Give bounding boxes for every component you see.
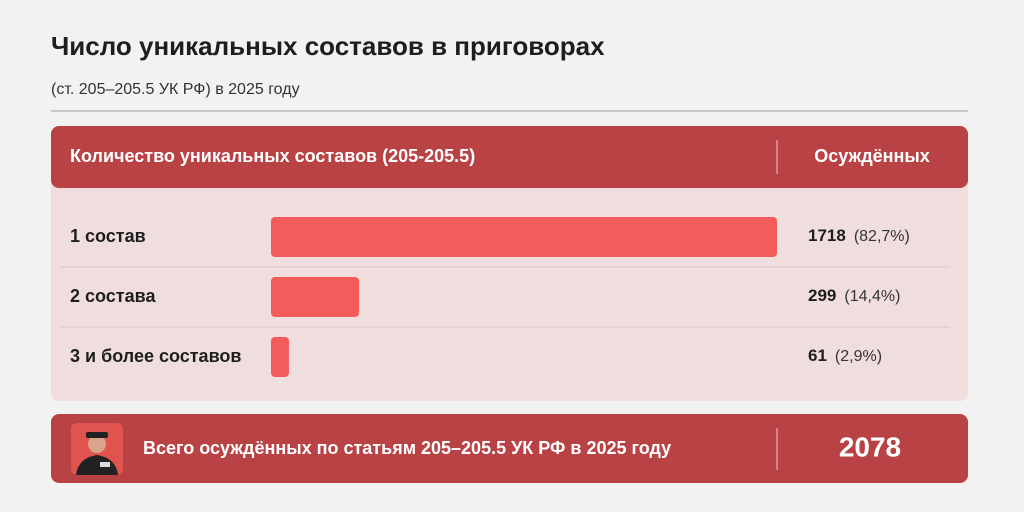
chart-subtitle: (ст. 205–205.5 УК РФ) в 2025 году [51, 81, 300, 98]
total-label: Всего осуждённых по статьям 205–205.5 УК… [143, 438, 671, 458]
value-header: Осуждённых [814, 146, 930, 166]
total-value: 2078 [839, 431, 901, 462]
icon-head [88, 435, 106, 453]
value-label: 1718 [808, 226, 846, 245]
category-header: Количество уникальных составов (205-205.… [70, 146, 475, 166]
share-label: (82,7%) [854, 228, 910, 245]
category-label: 3 и более составов [70, 346, 241, 366]
total-bar [51, 414, 968, 483]
share-label: (2,9%) [835, 348, 882, 365]
prisoner-icon [71, 423, 123, 475]
bar [271, 217, 777, 257]
value-label: 61 [808, 346, 827, 365]
icon-badge [100, 462, 110, 467]
category-label: 2 состава [70, 286, 156, 306]
share-label: (14,4%) [844, 288, 900, 305]
value-text: 1718 (82,7%) [808, 226, 910, 245]
value-text: 299 (14,4%) [808, 286, 900, 305]
value-label: 299 [808, 286, 836, 305]
table-header [51, 126, 968, 188]
category-label: 1 состав [70, 226, 146, 246]
value-text: 61 (2,9%) [808, 346, 882, 365]
bar [271, 337, 289, 377]
bar [271, 277, 360, 317]
icon-cap [86, 432, 108, 438]
chart-title: Число уникальных составов в приговорах [51, 31, 605, 61]
icon-body [76, 455, 118, 475]
